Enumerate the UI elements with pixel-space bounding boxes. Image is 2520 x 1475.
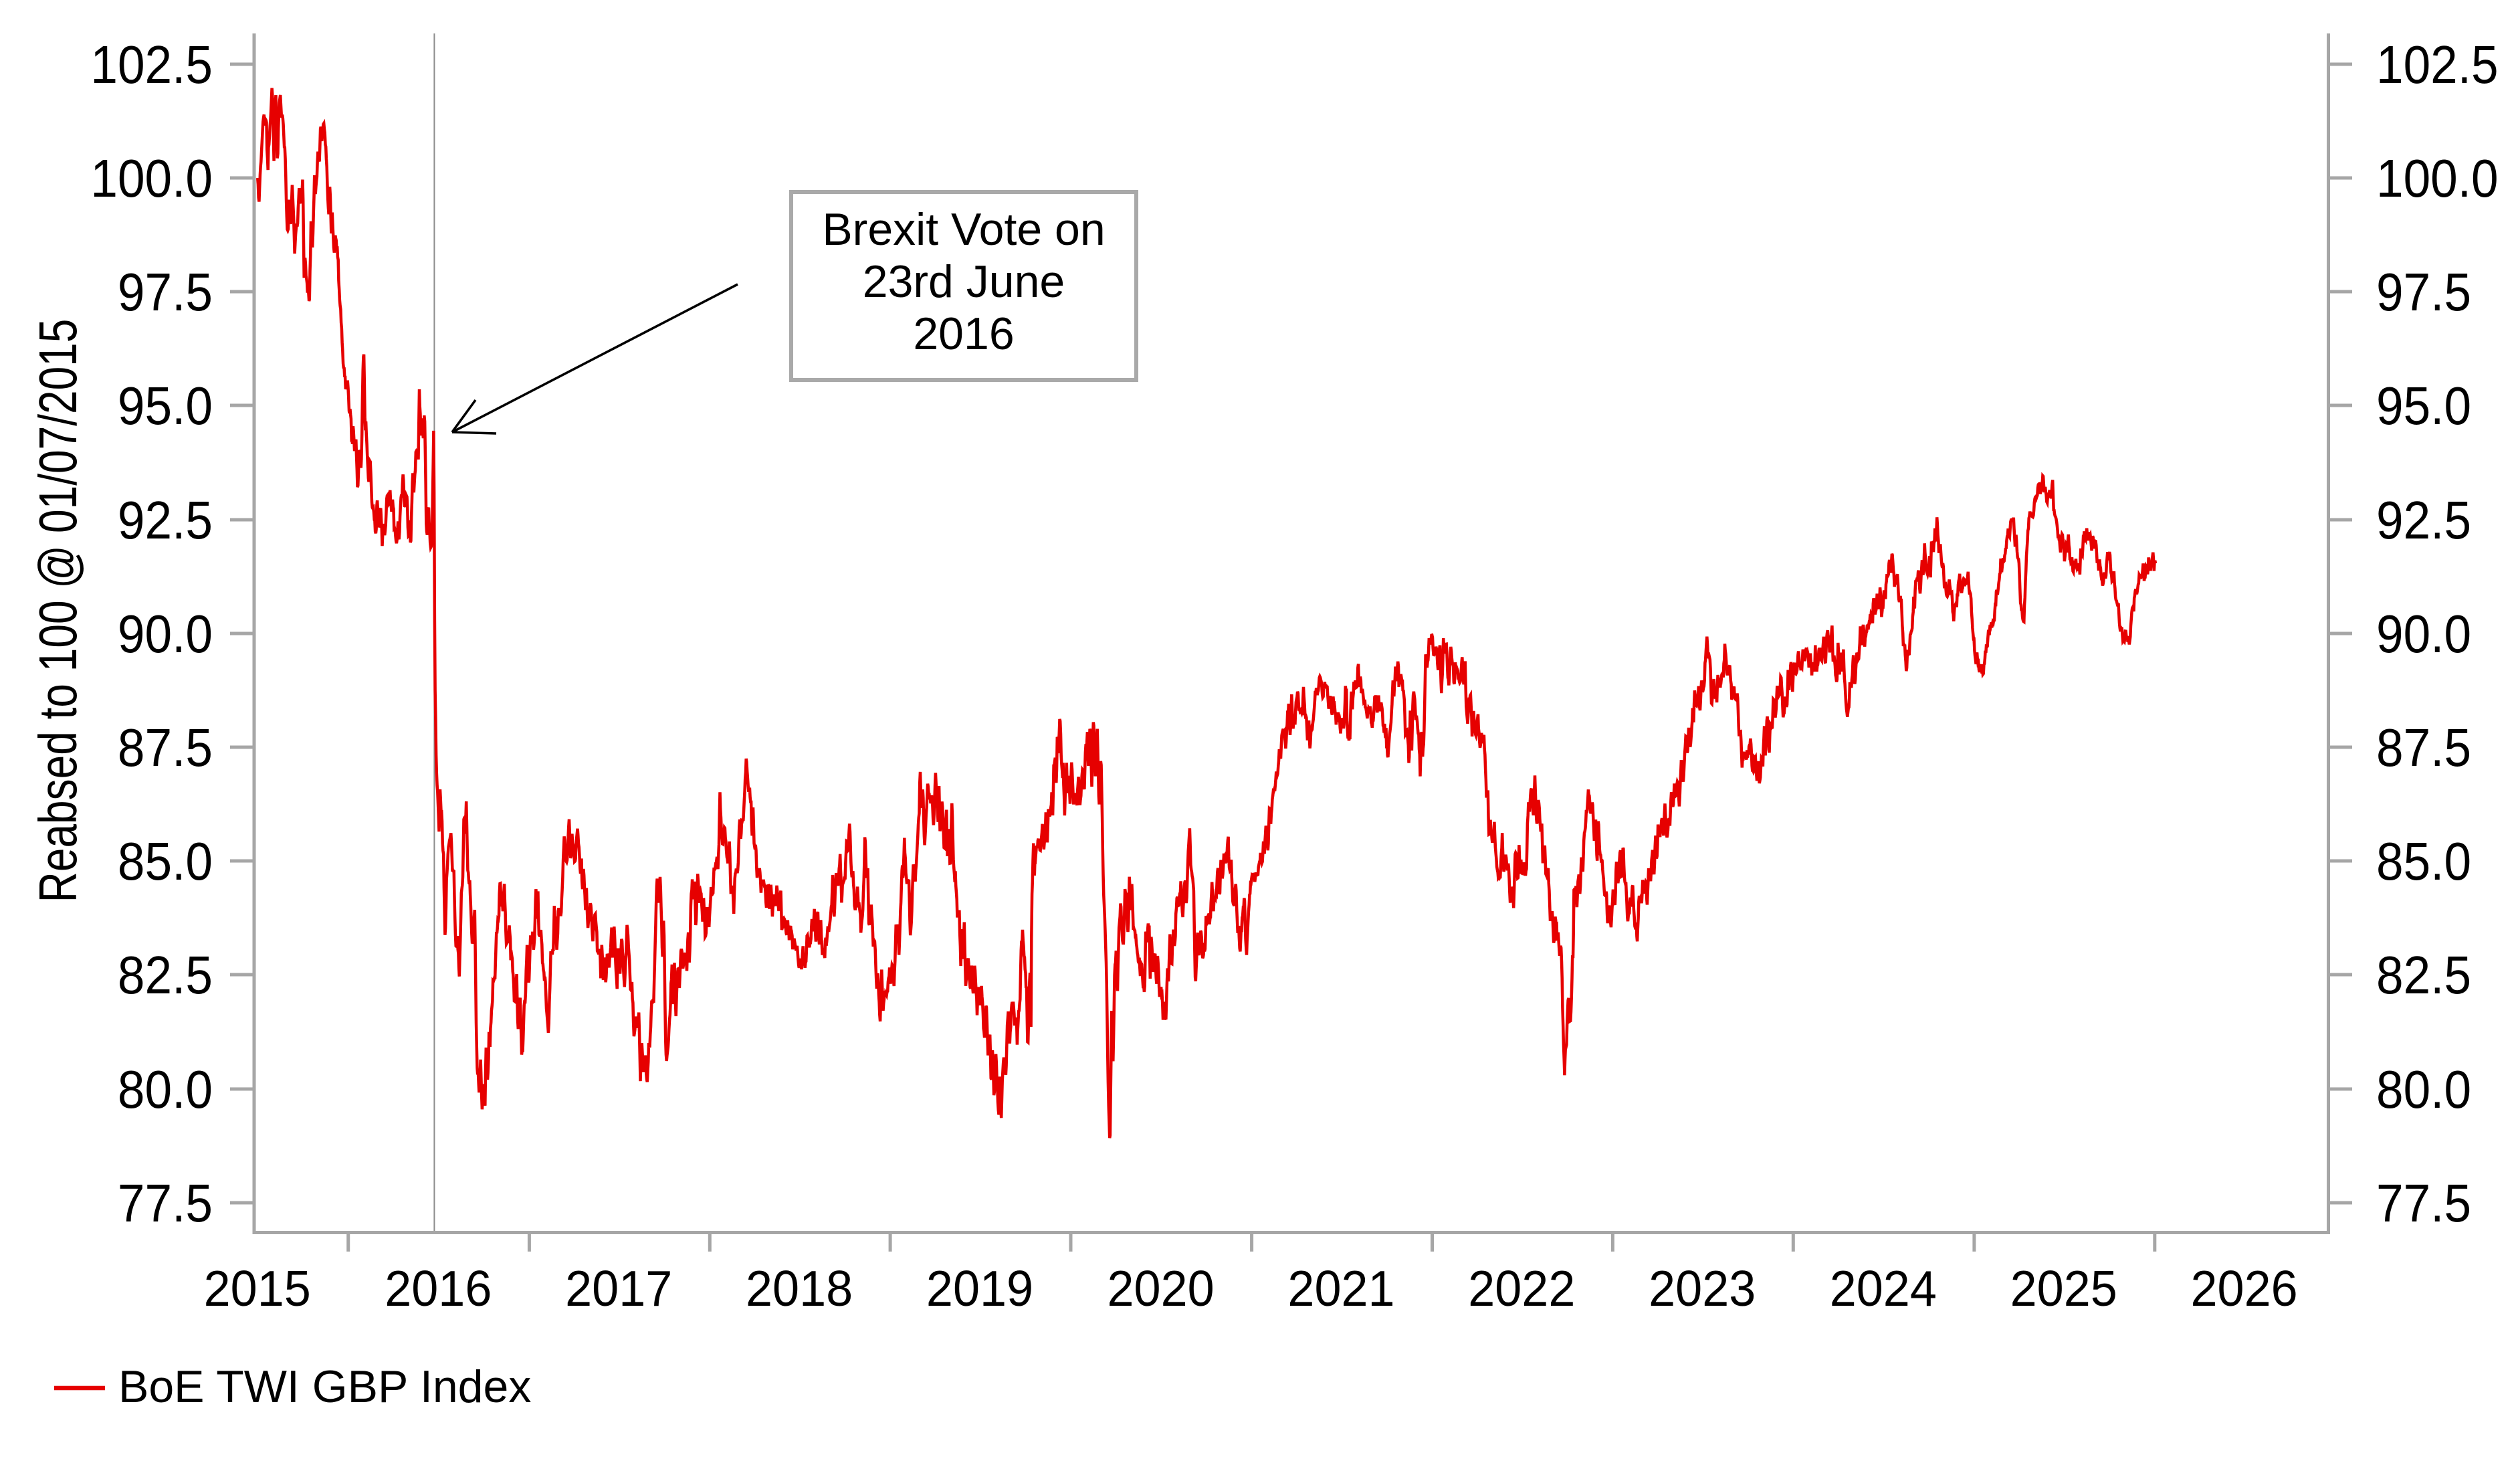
svg-text:2019: 2019 — [926, 1260, 1033, 1316]
svg-text:2023: 2023 — [1649, 1260, 1756, 1316]
svg-text:97.5: 97.5 — [118, 263, 213, 322]
svg-text:95.0: 95.0 — [2376, 377, 2471, 436]
svg-text:80.0: 80.0 — [118, 1060, 213, 1120]
svg-text:77.5: 77.5 — [118, 1174, 213, 1234]
svg-text:2021: 2021 — [1287, 1260, 1394, 1316]
svg-text:87.5: 87.5 — [118, 718, 213, 778]
svg-text:82.5: 82.5 — [118, 946, 213, 1005]
svg-text:85.0: 85.0 — [2376, 832, 2471, 892]
svg-text:Reabsed to 100 @ 01/07/2015: Reabsed to 100 @ 01/07/2015 — [28, 319, 88, 903]
svg-text:82.5: 82.5 — [2376, 946, 2471, 1005]
svg-text:77.5: 77.5 — [2376, 1174, 2471, 1234]
svg-text:100.0: 100.0 — [2376, 149, 2499, 209]
svg-text:102.5: 102.5 — [90, 35, 213, 95]
svg-text:92.5: 92.5 — [2376, 491, 2471, 551]
svg-text:92.5: 92.5 — [118, 491, 213, 551]
svg-text:23rd June: 23rd June — [863, 256, 1065, 307]
svg-text:2017: 2017 — [565, 1260, 672, 1316]
svg-text:Brexit Vote on: Brexit Vote on — [822, 204, 1105, 255]
svg-text:2022: 2022 — [1468, 1260, 1575, 1316]
svg-text:95.0: 95.0 — [118, 377, 213, 436]
svg-text:2016: 2016 — [913, 308, 1014, 359]
svg-text:90.0: 90.0 — [118, 605, 213, 664]
svg-text:90.0: 90.0 — [2376, 605, 2471, 664]
svg-text:2016: 2016 — [385, 1260, 492, 1316]
svg-text:85.0: 85.0 — [118, 832, 213, 892]
svg-text:80.0: 80.0 — [2376, 1060, 2471, 1120]
svg-text:97.5: 97.5 — [2376, 263, 2471, 322]
svg-text:87.5: 87.5 — [2376, 718, 2471, 778]
svg-text:2015: 2015 — [204, 1260, 311, 1316]
svg-text:2020: 2020 — [1108, 1260, 1215, 1316]
svg-text:102.5: 102.5 — [2376, 35, 2499, 95]
svg-text:BoE TWI GBP Index: BoE TWI GBP Index — [118, 1361, 531, 1412]
svg-text:2026: 2026 — [2191, 1260, 2298, 1316]
svg-text:2018: 2018 — [746, 1260, 853, 1316]
svg-text:2025: 2025 — [2010, 1260, 2117, 1316]
svg-text:2024: 2024 — [1830, 1260, 1937, 1316]
svg-text:100.0: 100.0 — [90, 149, 213, 209]
